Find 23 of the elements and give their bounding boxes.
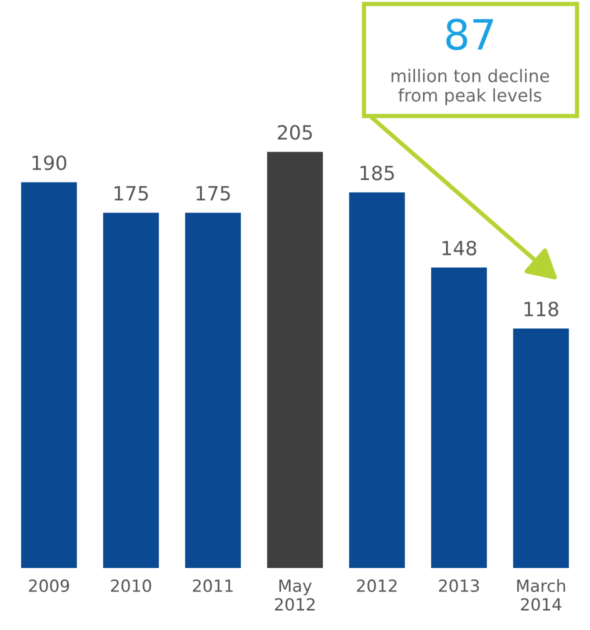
bar xyxy=(349,192,405,568)
data-label: 148 xyxy=(442,240,476,256)
x-tick-label: 2013 xyxy=(439,579,479,592)
bar xyxy=(103,212,159,568)
x-tick-label: March 2014 xyxy=(517,579,565,611)
bar xyxy=(21,182,77,568)
data-label: 175 xyxy=(196,186,230,201)
x-tick-label: 2011 xyxy=(193,579,233,592)
bar xyxy=(267,152,323,568)
data-label: 185 xyxy=(360,166,394,180)
x-tick-label: May 2012 xyxy=(275,580,315,611)
text: 87 xyxy=(446,18,493,50)
x-tick-label: 2010 xyxy=(111,579,152,592)
bar xyxy=(185,212,241,568)
bar xyxy=(431,268,487,568)
text: million ton decline from peak levels xyxy=(392,68,550,106)
data-label: 118 xyxy=(524,302,558,316)
data-label: 205 xyxy=(278,125,312,140)
x-tick-label: 2009 xyxy=(29,579,70,592)
x-tick-label: 2012 xyxy=(357,579,397,592)
data-label: 175 xyxy=(114,186,148,201)
bar xyxy=(513,328,569,568)
data-label: 190 xyxy=(32,155,66,170)
